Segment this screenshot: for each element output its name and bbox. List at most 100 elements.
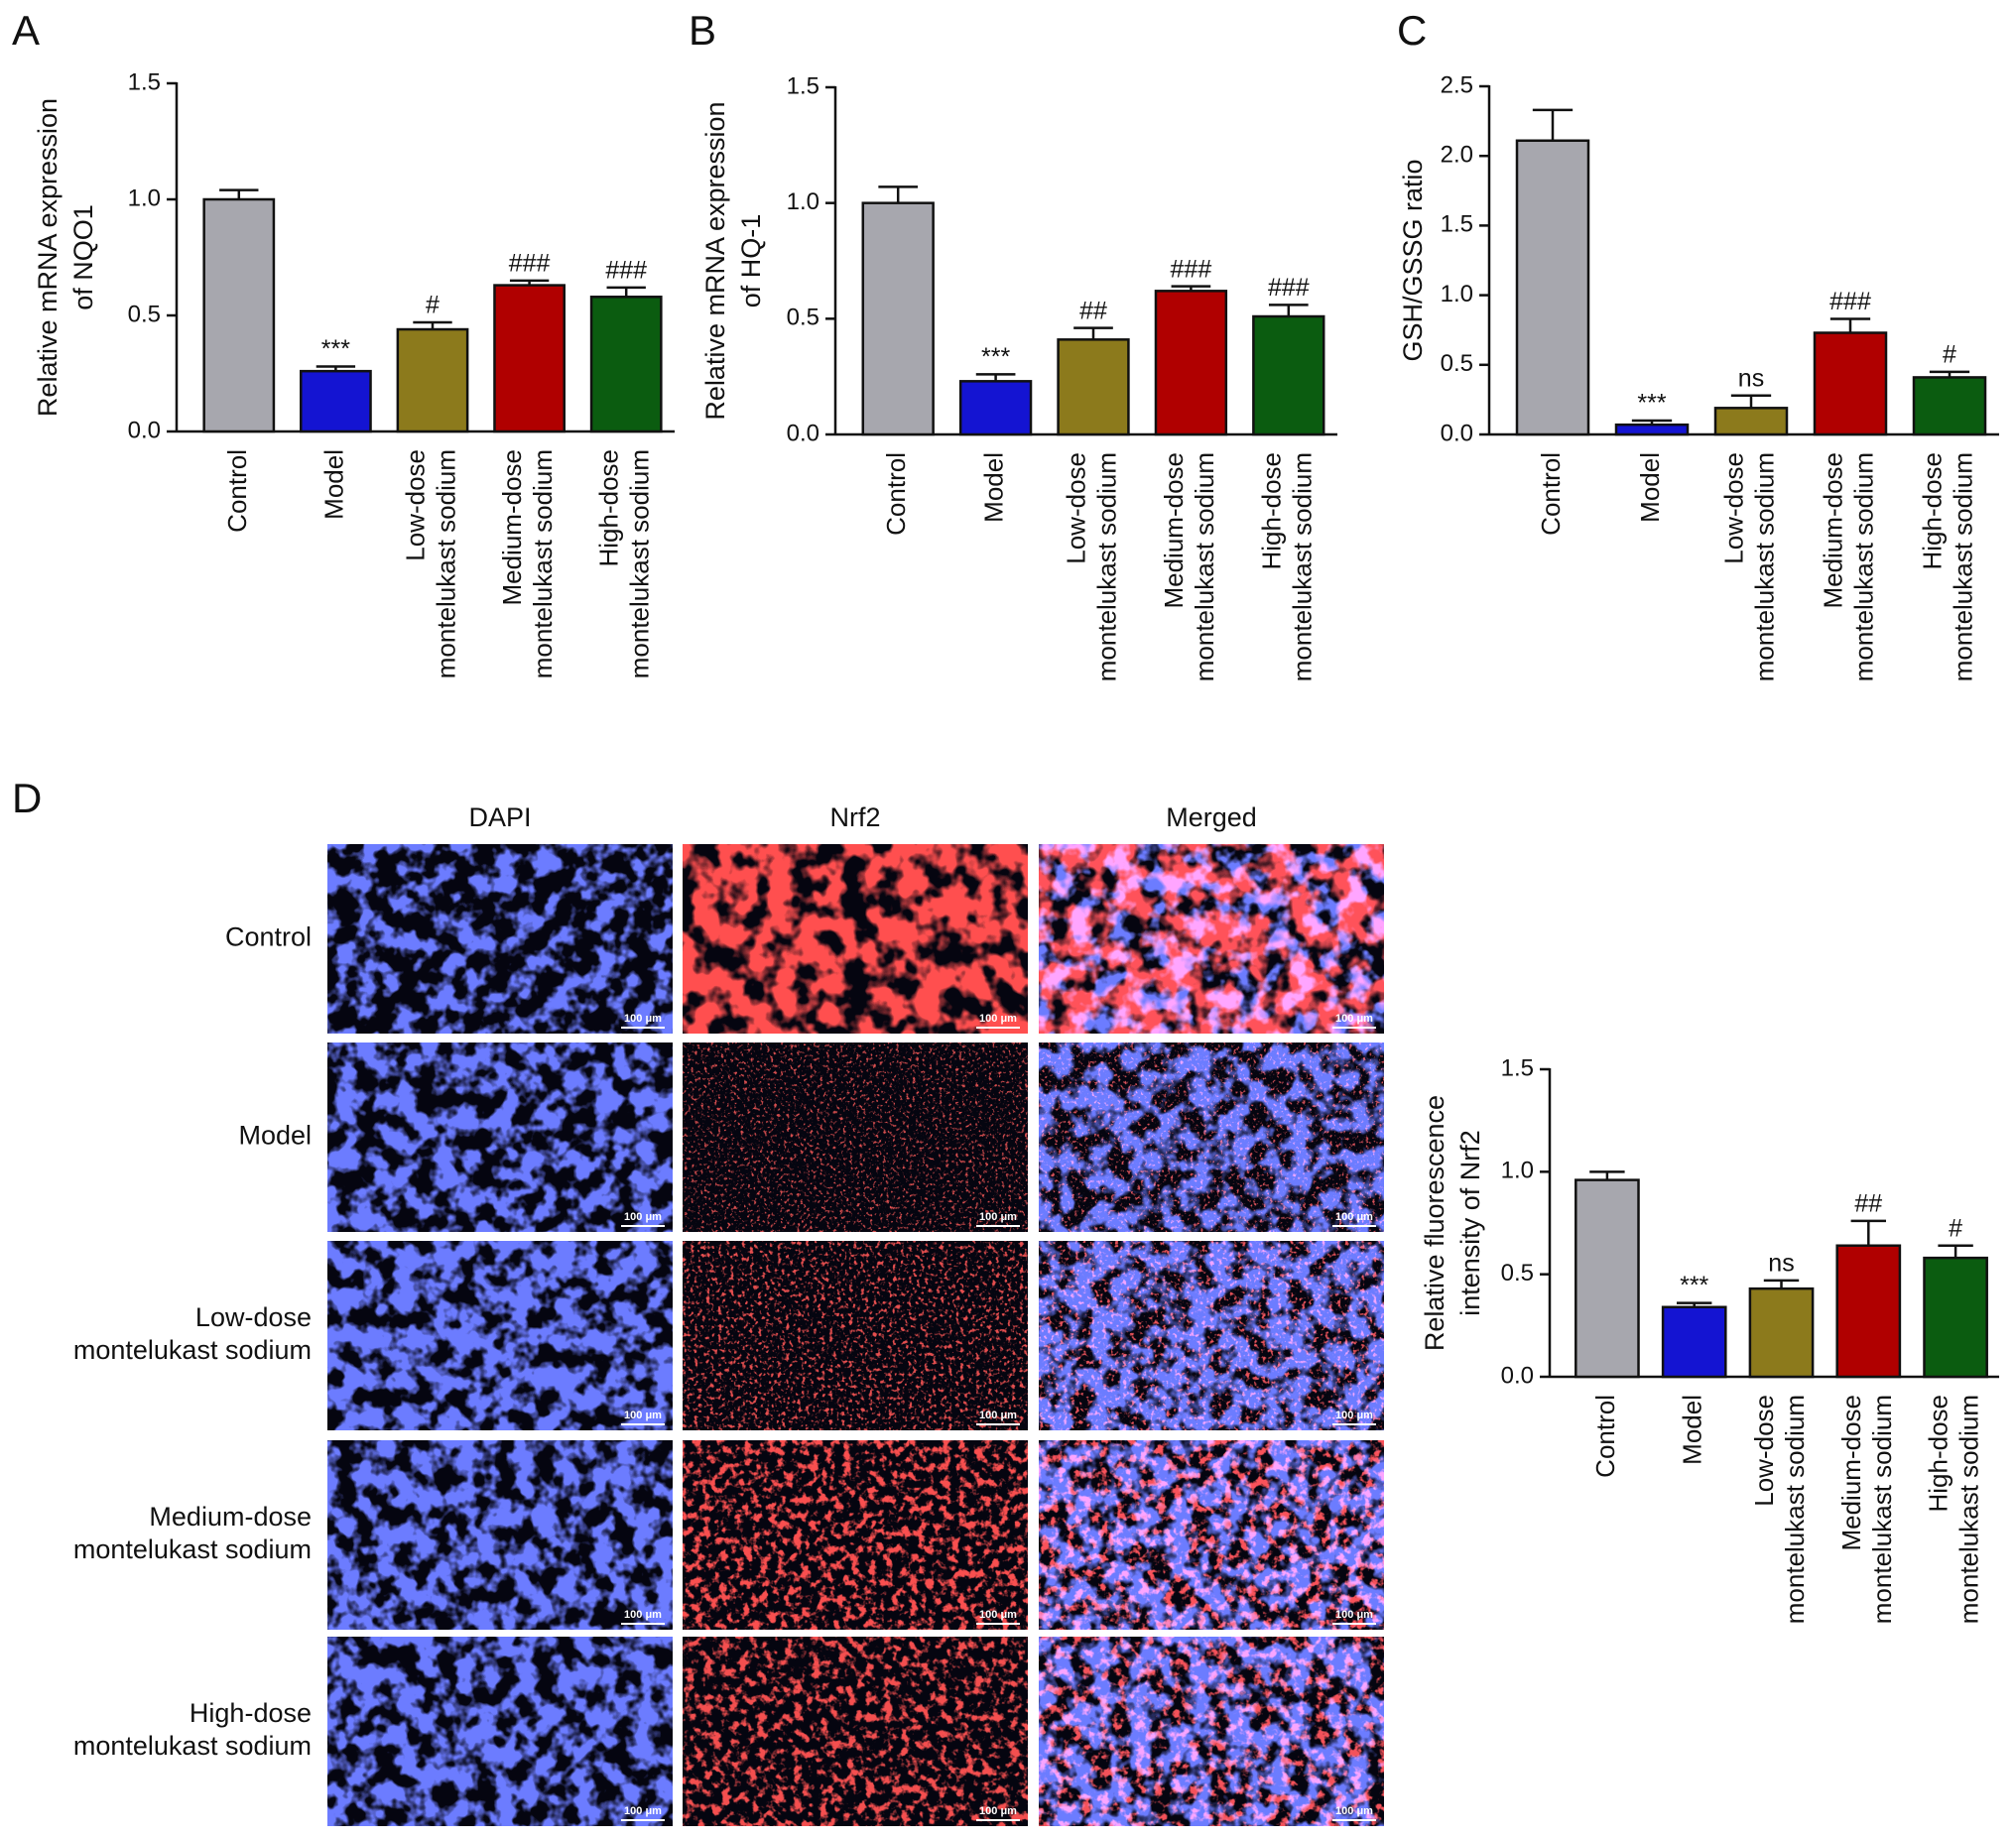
significance-label: ### bbox=[509, 250, 551, 278]
x-tick-label: Model bbox=[1678, 1395, 1707, 1465]
significance-label: ### bbox=[605, 257, 647, 285]
significance-label: ## bbox=[1854, 1190, 1882, 1218]
bar bbox=[1748, 1287, 1815, 1379]
y-tick-label: 0.5 bbox=[128, 301, 161, 327]
scale-bar-label: 100 μm bbox=[1335, 1211, 1373, 1223]
y-tick-label: 1.5 bbox=[1441, 211, 1473, 238]
y-tick-label: 1.0 bbox=[1501, 1158, 1534, 1184]
micrograph-signal bbox=[683, 1043, 1028, 1232]
bar bbox=[589, 296, 663, 433]
micrograph-signal bbox=[327, 1241, 673, 1430]
x-tick-label: High-dosemontelukast sodium bbox=[1917, 452, 1977, 681]
x-tick-label: Low-dosemontelukast sodium bbox=[1061, 452, 1121, 681]
y-tick-label: 1.0 bbox=[128, 184, 161, 211]
x-tick-label: Control bbox=[1590, 1395, 1620, 1478]
x-tick-label: Model bbox=[318, 449, 348, 520]
bar bbox=[1575, 1178, 1640, 1379]
x-tick-label: High-dosemontelukast sodium bbox=[1923, 1395, 1983, 1624]
bar bbox=[300, 369, 372, 433]
micrograph-signal bbox=[327, 844, 673, 1034]
y-axis-label: Relative mRNA expression bbox=[700, 101, 730, 420]
scale-bar-label: 100 μm bbox=[1335, 1609, 1373, 1621]
micrograph-signal bbox=[327, 1440, 673, 1630]
y-tick-label: 0.5 bbox=[1501, 1260, 1534, 1287]
bar bbox=[861, 201, 935, 436]
panel-label: D bbox=[12, 775, 42, 821]
x-tick-label: Medium-dosemontelukast sodium bbox=[1836, 1395, 1897, 1624]
micrograph-signal bbox=[327, 1637, 673, 1826]
scale-bar-label: 100 μm bbox=[979, 1211, 1017, 1223]
significance-label: # bbox=[1943, 340, 1956, 368]
significance-label: ns bbox=[1738, 364, 1764, 392]
x-tick-label: Control bbox=[881, 452, 911, 536]
x-tick-label: Medium-dosemontelukast sodium bbox=[1818, 452, 1878, 681]
significance-label: # bbox=[426, 292, 440, 319]
significance-label: *** bbox=[981, 343, 1010, 371]
y-tick-label: 1.0 bbox=[1441, 281, 1473, 307]
bar bbox=[1813, 331, 1888, 436]
micrograph-signal bbox=[1039, 1440, 1384, 1630]
scale-bar-label: 100 μm bbox=[979, 1013, 1017, 1025]
row-label: High-dose montelukast sodium bbox=[73, 1698, 312, 1761]
scale-bar-label: 100 μm bbox=[979, 1805, 1017, 1817]
bar bbox=[1912, 376, 1987, 436]
scale-bar-label: 100 μm bbox=[1335, 1805, 1373, 1817]
x-tick-label: Low-dosemontelukast sodium bbox=[400, 449, 460, 678]
bar bbox=[1713, 407, 1789, 436]
significance-label: *** bbox=[1637, 390, 1666, 418]
y-tick-label: 2.0 bbox=[1441, 142, 1473, 169]
x-tick-label: Model bbox=[1635, 452, 1665, 523]
significance-label: *** bbox=[321, 335, 350, 363]
significance-label: ### bbox=[1171, 255, 1212, 283]
micrograph-signal bbox=[1039, 1241, 1384, 1430]
y-tick-label: 0.0 bbox=[787, 420, 819, 446]
panel-label: A bbox=[12, 7, 40, 54]
x-tick-label: Control bbox=[1536, 452, 1566, 536]
micrograph-signal bbox=[683, 1637, 1028, 1826]
bar bbox=[958, 380, 1033, 436]
significance-label: ## bbox=[1079, 297, 1107, 324]
y-tick-label: 1.5 bbox=[1501, 1054, 1534, 1081]
micrograph-signal bbox=[683, 1241, 1028, 1430]
micrograph-signal bbox=[1039, 1637, 1384, 1826]
scale-bar-label: 100 μm bbox=[1335, 1410, 1373, 1421]
scale-bar-label: 100 μm bbox=[1335, 1013, 1373, 1025]
scale-bar-label: 100 μm bbox=[624, 1805, 662, 1817]
bar bbox=[202, 197, 276, 433]
significance-label: *** bbox=[1680, 1272, 1708, 1299]
scale-bar-label: 100 μm bbox=[624, 1609, 662, 1621]
scale-bar-label: 100 μm bbox=[624, 1211, 662, 1223]
y-tick-label: 0.0 bbox=[1441, 420, 1473, 446]
significance-label: ### bbox=[1829, 288, 1871, 315]
scale-bar-label: 100 μm bbox=[979, 1410, 1017, 1421]
row-label: Low-dose montelukast sodium bbox=[73, 1302, 312, 1365]
micrograph-signal bbox=[683, 1440, 1028, 1630]
y-axis-label: of HQ-1 bbox=[736, 214, 766, 308]
micrograph-signal bbox=[1039, 1043, 1384, 1232]
bar bbox=[1661, 1305, 1727, 1379]
x-tick-label: Medium-dosemontelukast sodium bbox=[1159, 452, 1219, 681]
row-label: Medium-dose montelukast sodium bbox=[73, 1502, 312, 1564]
micrograph-signal bbox=[1039, 844, 1384, 1034]
bar bbox=[396, 327, 469, 433]
bar bbox=[1252, 314, 1325, 436]
bar bbox=[1614, 423, 1690, 436]
panel-label: B bbox=[689, 7, 716, 54]
x-tick-label: High-dosemontelukast sodium bbox=[594, 449, 655, 678]
scale-bar-label: 100 μm bbox=[624, 1013, 662, 1025]
significance-label: ns bbox=[1768, 1249, 1794, 1277]
y-tick-label: 0.5 bbox=[1441, 350, 1473, 377]
y-tick-label: 0.0 bbox=[128, 417, 161, 443]
y-axis-label: Relative mRNA expression bbox=[33, 98, 63, 417]
column-header: DAPI bbox=[468, 802, 531, 832]
panel-label: C bbox=[1397, 7, 1427, 54]
y-axis-label: of NQO1 bbox=[68, 204, 98, 310]
y-axis-label: intensity of Nrf2 bbox=[1455, 1130, 1485, 1316]
bar bbox=[1923, 1256, 1988, 1379]
x-tick-label: High-dosemontelukast sodium bbox=[1256, 452, 1317, 681]
x-tick-label: Control bbox=[222, 449, 252, 533]
row-label: Model bbox=[238, 1121, 312, 1151]
y-axis-label: Relative fluorescence bbox=[1420, 1095, 1449, 1351]
y-tick-label: 2.5 bbox=[1441, 71, 1473, 98]
